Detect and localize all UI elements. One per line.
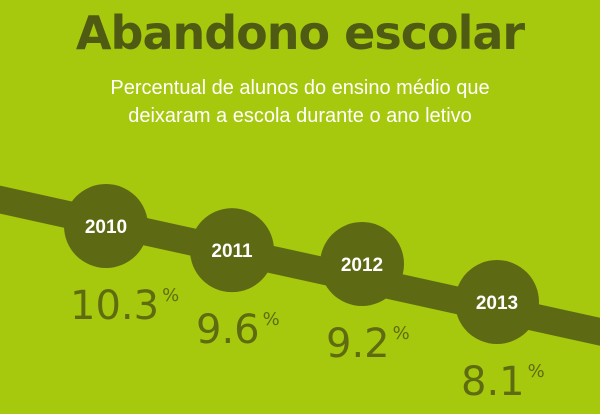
subtitle-line-2: deixaram a escola durante o ano letivo	[128, 105, 472, 127]
value-number: 8.1	[461, 359, 525, 405]
data-point-2012	[320, 222, 404, 306]
year-label-2013: 2013	[476, 293, 518, 314]
chart-subtitle: Percentual de alunos do ensino médio que…	[0, 74, 600, 130]
data-point-2013	[455, 260, 539, 344]
value-unit: %	[393, 323, 410, 344]
trend-band	[0, 185, 600, 346]
year-label-2012: 2012	[341, 255, 383, 276]
year-label-2011: 2011	[211, 241, 253, 262]
data-point-2010	[64, 184, 148, 268]
value-number: 9.6	[196, 307, 260, 353]
value-unit: %	[528, 361, 545, 382]
value-unit: %	[263, 309, 280, 330]
data-point-2011	[190, 208, 274, 293]
data-marks: 2010 10.3 % 2011 9.6 % 2012 9.2 % 2013 8.1%	[64, 184, 545, 405]
value-label-2013: 8.1%	[461, 359, 545, 405]
year-label-2010: 2010	[85, 217, 127, 238]
value-number: 10.3	[70, 283, 159, 329]
value-number: 9.2	[326, 321, 390, 367]
subtitle-line-1: Percentual de alunos do ensino médio que	[110, 77, 490, 99]
chart-title: Abandono escolar	[75, 6, 525, 60]
value-label-2012: 9.2%	[326, 321, 410, 367]
value-unit: %	[162, 285, 179, 306]
value-label-2010: 10.3%	[70, 283, 179, 329]
value-label-2011: 9.6%	[196, 307, 280, 353]
